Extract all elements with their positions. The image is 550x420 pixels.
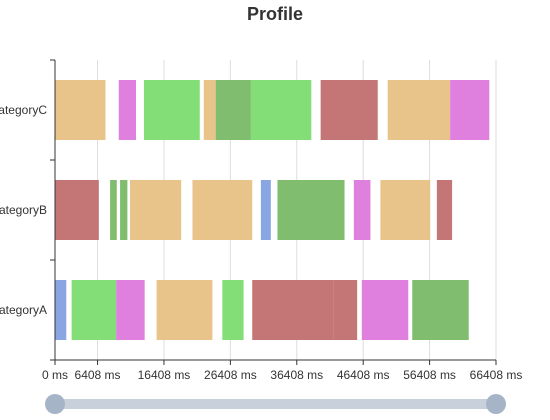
event-bar-categoryB-12[interactable] (130, 180, 182, 240)
x-tick-label-0: 0 ms (42, 368, 68, 382)
event-bar-categoryA-28[interactable] (412, 280, 469, 340)
event-bar-categoryB-18[interactable] (436, 180, 453, 240)
event-bar-categoryB-10[interactable] (110, 180, 117, 240)
x-tick-label-2: 16408 ms (138, 368, 191, 382)
x-tick-label-3: 26408 ms (204, 368, 257, 382)
event-bar-categoryC-3[interactable] (203, 80, 216, 140)
event-bar-categoryC-2[interactable] (143, 80, 200, 140)
event-bars (55, 80, 490, 340)
slider-handle-end[interactable] (486, 394, 506, 414)
x-tick-labels: 0 ms 6408 ms 16408 ms 26408 ms 36408 ms 46408… (42, 368, 522, 382)
category-label-categoryC: ategoryC (0, 103, 47, 117)
event-bar-categoryB-17[interactable] (380, 180, 431, 240)
category-label-categoryB: ategoryB (0, 203, 47, 217)
slider-handle-start[interactable] (45, 394, 65, 414)
x-tick-label-5: 46408 ms (337, 368, 390, 382)
event-bar-categoryA-19[interactable] (55, 280, 67, 340)
event-bar-categoryB-15[interactable] (277, 180, 345, 240)
x-tick-label-6: 56408 ms (403, 368, 456, 382)
event-bar-categoryA-26[interactable] (333, 280, 358, 340)
event-bar-categoryB-16[interactable] (353, 180, 371, 240)
event-bar-categoryC-6[interactable] (320, 80, 378, 140)
event-bar-categoryA-24[interactable] (252, 280, 268, 340)
slider-track[interactable] (55, 399, 496, 409)
event-bar-categoryC-5[interactable] (250, 80, 312, 140)
event-bar-categoryA-22[interactable] (156, 280, 213, 340)
event-bar-categoryA-25[interactable] (267, 280, 334, 340)
category-labels: ategoryA ategoryB ategoryC (0, 103, 47, 317)
event-bar-categoryA-20[interactable] (71, 280, 117, 340)
x-tick-label-1: 6408 ms (75, 368, 121, 382)
chart-title: Profile (247, 4, 303, 24)
event-bar-categoryC-4[interactable] (215, 80, 251, 140)
event-bar-categoryB-11[interactable] (120, 180, 128, 240)
axes (50, 59, 497, 365)
category-label-categoryA: ategoryA (0, 303, 47, 317)
event-bar-categoryB-13[interactable] (192, 180, 253, 240)
event-bar-categoryC-1[interactable] (118, 80, 137, 140)
event-bar-categoryB-14[interactable] (260, 180, 271, 240)
event-bar-categoryC-0[interactable] (55, 80, 106, 140)
event-bar-categoryB-9[interactable] (55, 180, 99, 240)
event-bar-categoryA-27[interactable] (361, 280, 409, 340)
event-bar-categoryA-21[interactable] (116, 280, 145, 340)
event-bar-categoryA-23[interactable] (222, 280, 244, 340)
event-bar-categoryC-8[interactable] (450, 80, 490, 140)
x-tick-label-7: 66408 ms (470, 368, 523, 382)
data-zoom-slider[interactable] (45, 394, 506, 414)
event-bar-categoryC-7[interactable] (387, 80, 451, 140)
x-tick-label-4: 36408 ms (270, 368, 323, 382)
